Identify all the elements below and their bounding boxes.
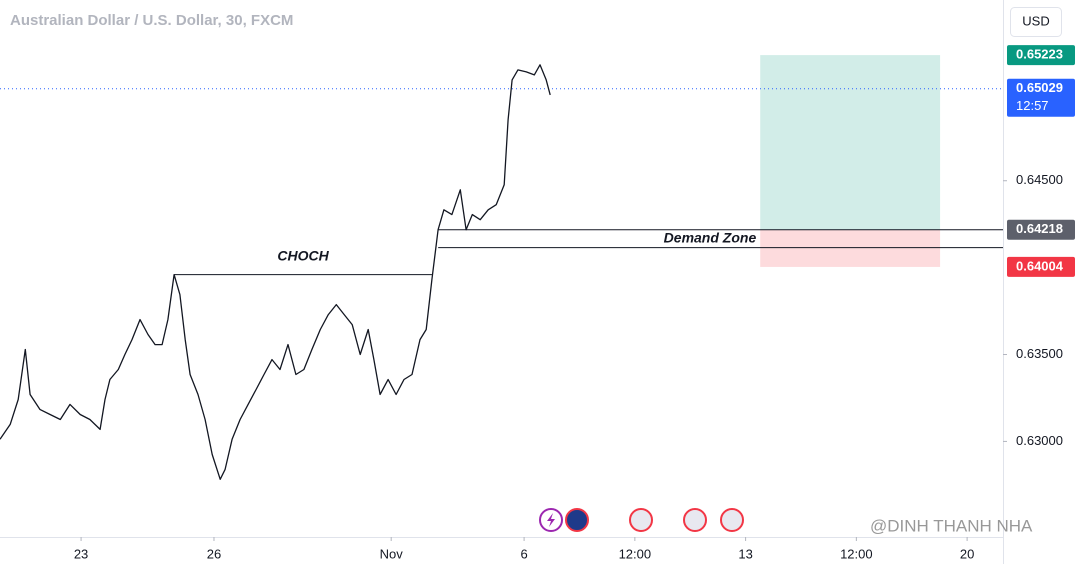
countdown-label: 12:57 <box>1016 98 1049 113</box>
last-price-box <box>1007 78 1075 117</box>
price-line <box>0 64 551 480</box>
x-tick-label: 23 <box>74 546 88 561</box>
y-tick-label: 0.63000 <box>1016 433 1063 448</box>
currency-button[interactable] <box>1010 7 1062 37</box>
annotation-text: CHOCH <box>277 247 329 263</box>
x-tick-label: 26 <box>207 546 221 561</box>
price-label: 0.64218 <box>1016 221 1063 236</box>
event-icons <box>539 508 744 532</box>
x-tick-label: Nov <box>380 546 404 561</box>
currency-label[interactable]: USD <box>1022 13 1049 28</box>
x-tick-label: 20 <box>960 546 974 561</box>
event-icon[interactable] <box>565 508 589 532</box>
event-icon[interactable] <box>720 508 744 532</box>
x-tick-label: 12:00 <box>840 546 873 561</box>
event-icon[interactable] <box>629 508 653 532</box>
y-tick-label: 0.63500 <box>1016 346 1063 361</box>
watermark: @DINH THANH NHA <box>870 516 1033 535</box>
last-price-label: 0.65029 <box>1016 80 1063 95</box>
plot: CHOCH Demand Zone <box>0 55 1003 480</box>
price-label-box <box>1007 45 1075 66</box>
price-label-box <box>1007 256 1075 277</box>
y-tick-label: 0.64500 <box>1016 172 1063 187</box>
price-label: 0.64004 <box>1016 258 1064 273</box>
x-tick-label: 13 <box>738 546 752 561</box>
stop-zone <box>760 229 941 267</box>
annotation-text: Demand Zone <box>664 229 757 245</box>
event-icon[interactable] <box>683 508 707 532</box>
x-tick-label: 12:00 <box>619 546 652 561</box>
target-zone <box>760 55 941 230</box>
event-icon-bolt <box>547 513 555 527</box>
price-label-box <box>1007 219 1075 240</box>
chart-title: Australian Dollar / U.S. Dollar, 30, FXC… <box>10 12 293 29</box>
price-label: 0.65223 <box>1016 47 1063 62</box>
x-tick-label: 6 <box>520 546 527 561</box>
